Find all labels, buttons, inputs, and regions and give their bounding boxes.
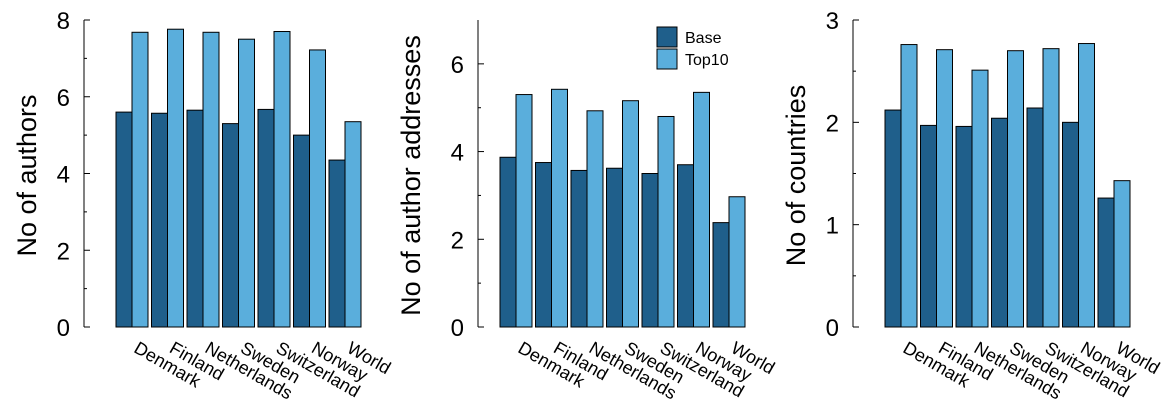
chart2-bar-top10 xyxy=(515,94,533,328)
chart1-y-axis-label: No of authors xyxy=(12,94,42,256)
chart1-y-tick-label: 2 xyxy=(57,238,70,265)
chart3-bar-top10 xyxy=(1007,50,1024,328)
chart1-bar-base xyxy=(151,112,168,328)
chart2-bar-base xyxy=(677,164,694,328)
chart1-bar-base xyxy=(222,123,239,328)
chart3-bar-top10 xyxy=(1113,180,1131,328)
chart3-y-axis-label: No of countries xyxy=(781,85,811,267)
chart2-y-axis-label: No of author addresses xyxy=(396,35,426,316)
chart2-y-tick-label: 2 xyxy=(451,227,464,254)
chart1-bar-top10 xyxy=(344,121,362,328)
chart1-bar-base xyxy=(186,109,204,328)
chart3-bar-top10 xyxy=(1078,43,1095,328)
chart3-bar-top10 xyxy=(936,49,953,328)
chart1-bar-top10 xyxy=(202,31,220,328)
chart1-bar-top10 xyxy=(238,38,255,328)
chart2-bar-base xyxy=(606,167,623,328)
chart1-bar-base xyxy=(257,108,275,328)
legend-label-base: Base xyxy=(685,30,722,47)
chart3-bar-base xyxy=(1026,107,1044,328)
chart2-bar-top10 xyxy=(728,196,746,328)
chart1-bar-base xyxy=(328,159,346,328)
chart3-bar-top10 xyxy=(900,44,918,328)
chart3-y-tick-label: 2 xyxy=(826,110,839,137)
chart3-bar-base xyxy=(991,117,1008,328)
chart3-bar-base xyxy=(884,109,902,328)
chart2-y-tick-label: 4 xyxy=(451,140,464,167)
chart2-bar-top10 xyxy=(551,88,568,328)
chart2-bar-top10 xyxy=(693,91,710,328)
chart3-y-tick-label: 3 xyxy=(826,8,839,35)
chart2-y-tick-label: 0 xyxy=(451,315,464,342)
chart1-y-tick-label: 0 xyxy=(57,315,70,342)
chart1-bar-top10 xyxy=(131,31,149,328)
chart2-bar-top10 xyxy=(586,110,604,328)
chart3-y-tick-label: 0 xyxy=(826,315,839,342)
legend-swatch-base xyxy=(656,26,678,48)
chart2-bar-top10 xyxy=(622,100,639,328)
chart1-y-tick-label: 4 xyxy=(57,162,70,189)
chart1-bar-top10 xyxy=(309,49,326,328)
chart1-y-tick-label: 6 xyxy=(57,85,70,112)
chart2-bar-base xyxy=(570,169,588,328)
chart2-bar-base xyxy=(499,156,517,328)
chart3-bar-base xyxy=(920,124,937,328)
chart1-bar-base xyxy=(115,111,133,328)
chart1-bar-top10 xyxy=(273,31,291,328)
legend-swatch-top10 xyxy=(656,48,678,70)
chart1-bar-base xyxy=(293,134,310,328)
chart2-y-tick-label: 6 xyxy=(451,52,464,79)
chart2-bar-base xyxy=(641,173,659,328)
chart1-y-tick-label: 8 xyxy=(57,8,70,35)
chart3-bar-base xyxy=(1062,121,1079,328)
chart1-bar-top10 xyxy=(167,28,184,328)
legend-label-top10: Top10 xyxy=(685,52,729,69)
chart2-bar-base xyxy=(712,222,730,328)
chart3-bar-top10 xyxy=(971,69,989,328)
chart3-bar-base xyxy=(955,125,973,328)
chart3-bar-top10 xyxy=(1042,48,1060,328)
chart3-bar-base xyxy=(1097,197,1115,328)
chart3-y-tick-label: 1 xyxy=(826,213,839,240)
chart2-bar-base xyxy=(535,162,552,328)
chart2-bar-top10 xyxy=(657,115,675,328)
